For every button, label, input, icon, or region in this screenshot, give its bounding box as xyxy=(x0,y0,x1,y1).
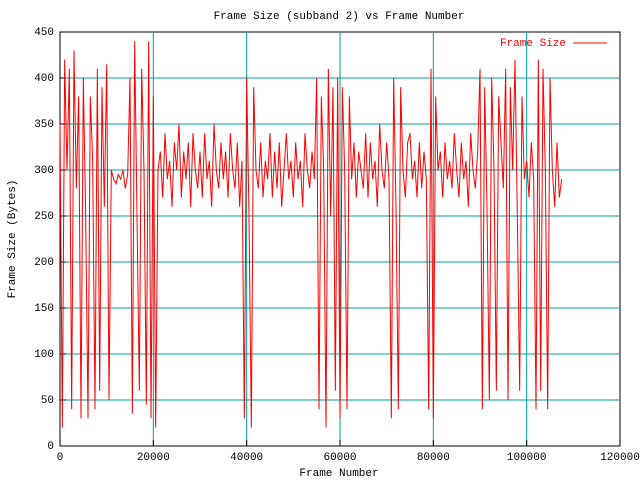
y-tick-label: 400 xyxy=(34,73,54,85)
x-tick-label: 60000 xyxy=(323,452,356,464)
x-tick-label: 0 xyxy=(57,452,64,464)
y-tick-label: 50 xyxy=(41,395,54,407)
chart-title: Frame Size (subband 2) vs Frame Number xyxy=(214,11,465,23)
x-tick-label: 80000 xyxy=(417,452,450,464)
x-tick-label: 20000 xyxy=(137,452,170,464)
y-tick-label: 350 xyxy=(34,119,54,131)
x-tick-label: 40000 xyxy=(230,452,263,464)
x-tick-label: 120000 xyxy=(600,452,640,464)
y-tick-label: 300 xyxy=(34,165,54,177)
y-axis-label: Frame Size (Bytes) xyxy=(7,180,19,299)
y-tick-label: 200 xyxy=(34,257,54,269)
legend-label: Frame Size xyxy=(500,38,566,50)
y-tick-label: 250 xyxy=(34,211,54,223)
y-tick-label: 0 xyxy=(47,441,54,453)
x-axis-label: Frame Number xyxy=(299,468,378,480)
y-tick-label: 100 xyxy=(34,349,54,361)
x-tick-label: 100000 xyxy=(507,452,547,464)
y-tick-label: 450 xyxy=(34,27,54,39)
data-line xyxy=(59,41,563,428)
y-tick-label: 150 xyxy=(34,303,54,315)
